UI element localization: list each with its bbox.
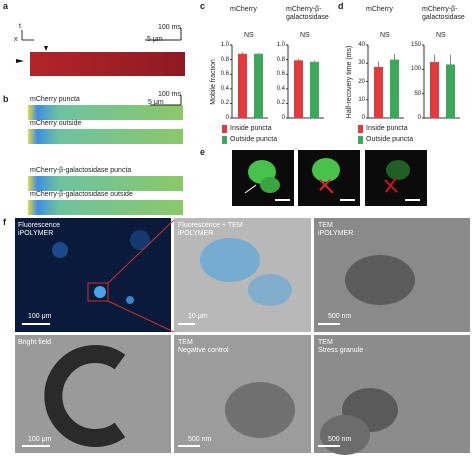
scale-label: 10 μm xyxy=(188,313,208,320)
panel-label: c xyxy=(200,1,206,11)
strip-label: mCherry puncta xyxy=(30,96,80,103)
y-tick-label: 0.8 xyxy=(276,56,285,63)
image-title: TEM xyxy=(318,222,333,229)
y-tick-label: 0.8 xyxy=(220,56,229,63)
strip-label: mCherry-β-galactosidase puncta xyxy=(30,167,132,174)
annotation: NS xyxy=(244,32,254,39)
scale-label: 100 μm xyxy=(28,313,52,320)
bar xyxy=(430,62,439,118)
scale-label: 500 nm xyxy=(188,436,212,443)
strip-label: mCherry-β-galactosidase outside xyxy=(30,191,133,198)
kymograph xyxy=(28,105,183,120)
legend-swatch xyxy=(222,125,227,133)
panel-label: f xyxy=(3,217,6,227)
y-tick-label: 150 xyxy=(410,42,421,48)
image-title: Fluorescence + TEM xyxy=(178,222,243,229)
marker xyxy=(44,46,48,51)
image-title: Bright field xyxy=(18,339,52,346)
panel-label: e xyxy=(200,147,206,157)
legend-swatch xyxy=(358,136,363,144)
y-tick-label: 30 xyxy=(358,60,365,67)
image-subtitle: Stress granule xyxy=(318,347,364,354)
subplot-title: mCherry xyxy=(366,6,393,13)
y-tick-label: 20 xyxy=(358,78,365,85)
scale-label: 5 μm xyxy=(147,36,163,43)
legend-label: Outside puncta xyxy=(366,136,414,143)
y-tick-label: 1.0 xyxy=(276,42,285,48)
axis-label: t xyxy=(19,23,21,30)
y-tick-label: 10 xyxy=(358,96,365,103)
y-tick-label: 0.2 xyxy=(220,100,229,107)
y-tick-label: 50 xyxy=(414,90,421,97)
y-tick-label: 0.6 xyxy=(276,71,285,78)
image-title: TEM xyxy=(178,339,193,346)
bar xyxy=(238,53,247,119)
strip-label: mCherry outside xyxy=(30,120,82,127)
panel-label: d xyxy=(338,1,344,11)
scale-bar xyxy=(150,95,182,106)
scale-label: 100 ms xyxy=(158,91,181,98)
y-tick-label: 0 xyxy=(281,115,285,121)
y-tick-label: 1.0 xyxy=(220,42,229,48)
panel-label: b xyxy=(3,94,9,104)
bar xyxy=(374,66,383,118)
legend-label: Inside puncta xyxy=(366,125,408,132)
annotation: NS xyxy=(300,32,310,39)
bar xyxy=(294,60,303,118)
kymograph xyxy=(30,52,185,76)
image-title: Fluorescence xyxy=(18,222,61,229)
marker xyxy=(16,59,24,63)
scale-label: 5 μm xyxy=(148,99,164,106)
kymograph xyxy=(28,176,183,191)
y-tick-label: 100 xyxy=(410,66,421,73)
legend-swatch xyxy=(222,136,227,144)
y-tick-label: 0.6 xyxy=(220,71,229,78)
y-axis-label: Half-recovery time (ms) xyxy=(346,45,353,118)
bar xyxy=(446,64,455,118)
panel-label: a xyxy=(3,1,9,11)
micrographs xyxy=(15,218,470,455)
bar xyxy=(254,53,263,119)
micrographs xyxy=(232,150,427,206)
legend-label: Outside puncta xyxy=(230,136,278,143)
scale-label: 100 μm xyxy=(28,436,52,443)
image-title: TEM xyxy=(318,339,333,346)
bar xyxy=(390,59,399,118)
bar xyxy=(310,61,319,118)
y-tick-label: 40 xyxy=(358,42,365,48)
image-subtitle: iPOLYMER xyxy=(18,230,54,237)
subplot-title: mCherry-β-galactosidase xyxy=(422,6,465,21)
scale-label: 100 ms xyxy=(158,24,181,31)
y-axis-label: Mobile fraction xyxy=(210,58,217,105)
kymograph xyxy=(28,129,183,144)
y-tick-label: 0.4 xyxy=(276,85,285,92)
image-subtitle: Negative control xyxy=(178,347,229,354)
y-tick-label: 0.4 xyxy=(220,85,229,92)
legend-swatch xyxy=(358,125,363,133)
scale-label: 500 nm xyxy=(328,436,352,443)
annotation: NS xyxy=(380,32,390,39)
axis-label: x xyxy=(14,36,18,43)
kymograph xyxy=(28,200,183,215)
subplot-title: mCherry-β-galactosidase xyxy=(286,6,329,21)
y-tick-label: 0 xyxy=(417,115,421,121)
scale-bar xyxy=(145,28,182,41)
y-tick-label: 0 xyxy=(361,115,365,121)
scale-label: 500 nm xyxy=(328,313,352,320)
y-tick-label: 0.2 xyxy=(276,100,285,107)
legend-label: Inside puncta xyxy=(230,125,272,132)
annotation: NS xyxy=(436,32,446,39)
image-subtitle: iPOLYMER xyxy=(178,230,214,237)
y-tick-label: 0 xyxy=(225,115,229,121)
subplot-title: mCherry xyxy=(230,6,257,13)
image-subtitle: iPOLYMER xyxy=(318,230,354,237)
